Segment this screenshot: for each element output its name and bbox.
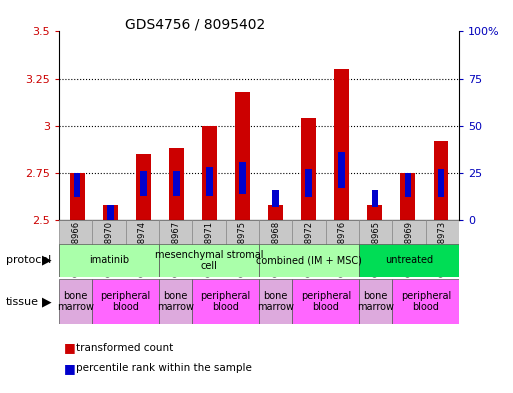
Text: GDS4756 / 8095402: GDS4756 / 8095402	[125, 18, 265, 32]
Text: GSM1058970: GSM1058970	[105, 220, 113, 277]
Bar	[367, 205, 382, 220]
Bar	[107, 205, 113, 226]
Text: GSM1058965: GSM1058965	[371, 220, 380, 277]
Text: untreated: untreated	[385, 255, 433, 265]
Bar	[74, 173, 81, 197]
Text: ■: ■	[64, 362, 76, 375]
Bar	[70, 173, 85, 220]
Text: imatinib: imatinib	[89, 255, 129, 265]
Text: peripheral
blood: peripheral blood	[301, 291, 351, 312]
Bar	[405, 173, 411, 197]
Bar	[359, 279, 392, 324]
Bar	[433, 141, 448, 220]
Bar	[173, 171, 180, 196]
Text: GSM1058969: GSM1058969	[405, 220, 413, 277]
Text: percentile rank within the sample: percentile rank within the sample	[76, 363, 252, 373]
Bar	[259, 279, 292, 324]
Text: GSM1058975: GSM1058975	[238, 220, 247, 277]
Text: protocol: protocol	[6, 255, 51, 265]
Text: bone
marrow: bone marrow	[257, 291, 294, 312]
Text: GSM1058967: GSM1058967	[171, 220, 180, 277]
Bar	[126, 220, 159, 277]
Text: GSM1058976: GSM1058976	[338, 220, 347, 277]
Bar	[103, 205, 117, 220]
Text: peripheral
blood: peripheral blood	[201, 291, 251, 312]
Bar	[305, 169, 312, 197]
Text: mesenchymal stromal
cell: mesenchymal stromal cell	[155, 250, 263, 271]
Text: GSM1058966: GSM1058966	[71, 220, 80, 277]
Bar	[235, 92, 250, 220]
Bar	[301, 118, 316, 220]
Bar	[140, 171, 147, 196]
Bar	[272, 190, 279, 207]
Text: GSM1058974: GSM1058974	[138, 220, 147, 277]
Bar	[359, 244, 459, 277]
Text: transformed count: transformed count	[76, 343, 173, 353]
Text: ▶: ▶	[43, 295, 52, 308]
Bar	[92, 279, 159, 324]
Bar	[92, 220, 126, 277]
Bar	[59, 279, 92, 324]
Bar	[326, 220, 359, 277]
Bar	[438, 169, 444, 197]
Bar	[159, 220, 192, 277]
Text: GSM1058972: GSM1058972	[305, 220, 313, 277]
Bar	[192, 220, 226, 277]
Bar	[192, 279, 259, 324]
Bar	[206, 167, 213, 196]
Bar	[401, 173, 416, 220]
Text: bone
marrow: bone marrow	[357, 291, 394, 312]
Bar	[359, 220, 392, 277]
Bar	[292, 220, 326, 277]
Bar	[371, 190, 378, 207]
Text: peripheral
blood: peripheral blood	[101, 291, 151, 312]
Text: ■: ■	[64, 341, 76, 354]
Bar	[59, 244, 159, 277]
Bar	[268, 205, 283, 220]
Bar	[136, 154, 151, 220]
Bar	[392, 279, 459, 324]
Text: GSM1058968: GSM1058968	[271, 220, 280, 277]
Text: bone
marrow: bone marrow	[157, 291, 194, 312]
Bar	[59, 220, 92, 277]
Bar	[392, 220, 426, 277]
Text: combined (IM + MSC): combined (IM + MSC)	[256, 255, 362, 265]
Bar	[339, 152, 345, 188]
Bar	[202, 126, 217, 220]
Text: peripheral
blood: peripheral blood	[401, 291, 451, 312]
Bar	[426, 220, 459, 277]
Bar	[334, 69, 349, 220]
Bar	[259, 244, 359, 277]
Bar	[159, 279, 192, 324]
Bar	[226, 220, 259, 277]
Text: GSM1058971: GSM1058971	[205, 220, 213, 277]
Bar	[292, 279, 359, 324]
Text: bone
marrow: bone marrow	[57, 291, 94, 312]
Text: GSM1058973: GSM1058973	[438, 220, 447, 277]
Text: tissue: tissue	[6, 297, 39, 307]
Text: ▶: ▶	[43, 254, 52, 267]
Bar	[159, 244, 259, 277]
Bar	[239, 162, 246, 194]
Bar	[259, 220, 292, 277]
Bar	[169, 149, 184, 220]
